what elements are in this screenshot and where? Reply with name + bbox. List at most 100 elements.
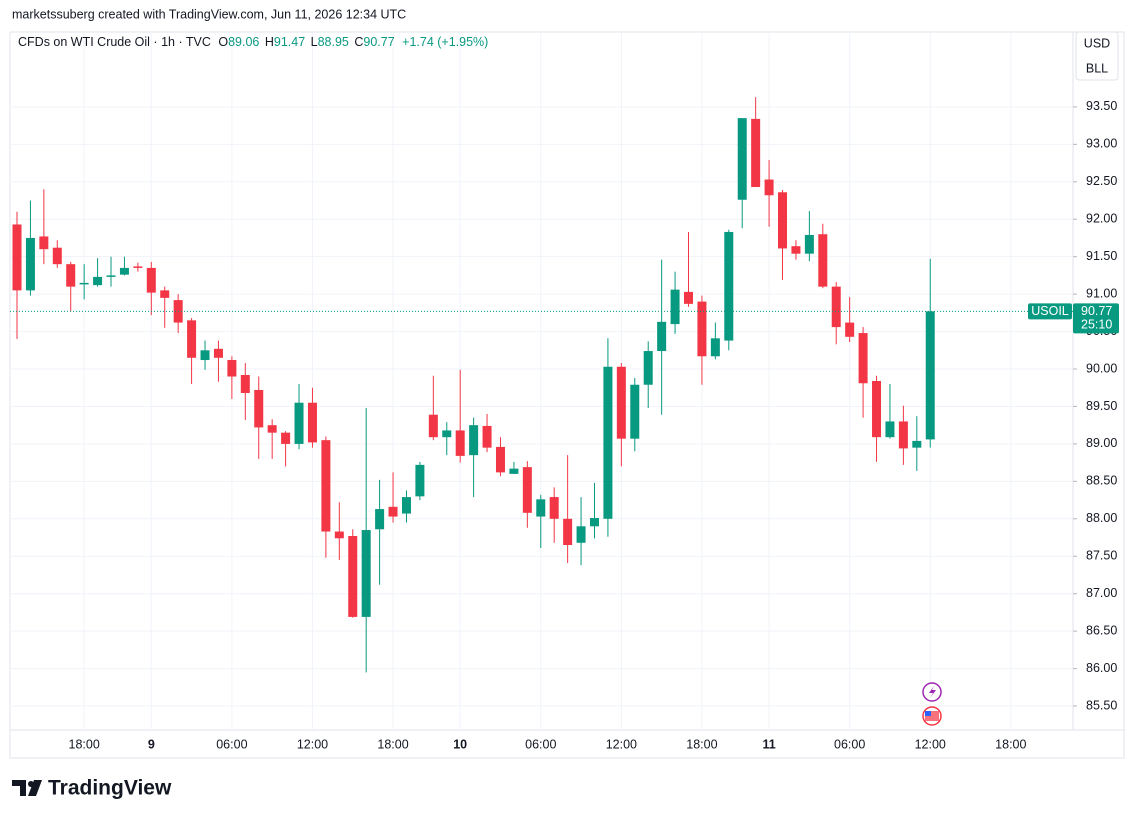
candle-body [576,526,586,543]
x-tick-label: 18:00 [377,737,408,751]
y-tick-label: 87.50 [1086,549,1117,563]
candle-body [146,267,156,293]
candle-body [724,231,734,341]
y-tick-label: 93.50 [1086,99,1117,113]
candle-body [415,464,425,497]
candle-body [630,384,640,439]
currency[interactable]: USD [1084,36,1110,50]
x-tick-label: 12:00 [297,737,328,751]
candle-body [495,446,505,473]
open-label: O [218,35,228,49]
open-value: 89.06 [228,35,259,49]
candle-body [536,499,546,517]
candle-body [187,320,197,358]
y-tick-label: 91.00 [1086,286,1117,300]
event-icons[interactable] [922,682,942,726]
candle-body [12,224,22,291]
candle-body [657,321,667,352]
candle-body [603,366,613,519]
low-value: 88.95 [318,35,349,49]
candle-body [375,509,385,530]
high-value: 91.47 [274,35,305,49]
close-value: 90.77 [363,35,394,49]
candle-body [93,276,103,286]
candle-body [213,348,223,358]
candle-body [885,421,895,438]
candle-body [25,237,35,291]
candle-body [361,530,371,617]
x-tick-label: 06:00 [525,737,556,751]
title: CFDs on WTI Crude Oil · 1h · TVC [18,35,211,49]
candle-body [522,467,532,513]
logo-text: TradingView [48,777,172,800]
candle-body [737,118,747,200]
candle-body [697,301,707,357]
candle-body [872,381,882,438]
x-tick-label: 12:00 [915,737,946,751]
candle-body [401,497,411,514]
candle-body [791,246,801,254]
chart-frame [9,31,1125,759]
candle-body [764,179,774,196]
candle-body [831,286,841,328]
logo-dot [28,781,34,787]
change: +1.74 (+1.95%) [402,35,488,49]
candle-body [133,266,143,268]
y-tick-label: 92.00 [1086,212,1117,226]
y-tick-label: 89.00 [1086,436,1117,450]
candle-body [818,234,828,287]
y-tick-label: 90.00 [1086,361,1117,375]
y-tick-label: 93.00 [1086,137,1117,151]
x-tick-label: 11 [762,737,775,751]
y-tick-label: 87.00 [1086,586,1117,600]
candle-body [898,421,908,449]
candle-body [254,389,264,428]
logo: TradingView [12,777,172,800]
x-tick-label: 06:00 [834,737,865,751]
candle-body [321,440,331,532]
candle-body [267,425,277,433]
candle-body [388,506,398,517]
candle-body [670,289,680,325]
y-tick-label: 91.50 [1086,249,1117,263]
candle-body [79,282,89,285]
candle-body [39,236,49,250]
currency-box[interactable] [1075,31,1119,81]
y-tick-label: 88.00 [1086,511,1117,525]
candle-body [482,425,492,448]
high-label: H [265,35,274,49]
candle-body [589,518,599,527]
candle-body [469,425,479,456]
candle-body [684,291,693,304]
x-tick-label: 10 [453,737,467,751]
candle-body [925,311,935,440]
low-label: L [311,35,318,49]
y-tick-label: 88.50 [1086,474,1117,488]
symbol-tag [1028,303,1072,320]
candle-body [240,375,250,393]
y-tick-label: 86.50 [1086,623,1117,637]
close-label: C [354,35,363,49]
candle-body [281,432,291,444]
candle-body [348,536,358,617]
event-icon-glyph [929,686,936,698]
price-tag [1073,303,1119,334]
candle-body [804,234,814,254]
y-tick-label: 86.00 [1086,661,1117,675]
candle-body [858,333,868,384]
candle-body [643,351,653,385]
x-tick-label: 06:00 [216,737,247,751]
price-label: 90.77 [1081,304,1112,318]
x-tick-label: 18:00 [69,737,100,751]
candle-body [549,497,559,519]
candle-body [294,402,304,444]
flag-icon [925,711,939,721]
x-tick-label: 12:00 [606,737,637,751]
x-tick-label: 18:00 [686,737,717,751]
candle-body [334,531,344,539]
unit[interactable]: BLL [1086,61,1108,75]
candle-body [710,338,720,357]
candle-body [160,290,170,298]
